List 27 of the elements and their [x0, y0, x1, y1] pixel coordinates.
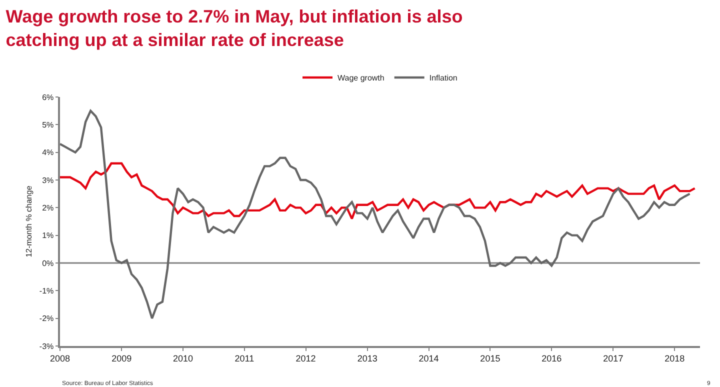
- y-tick-label: 3%: [42, 176, 54, 185]
- legend-label: Inflation: [429, 74, 458, 83]
- legend-label: Wage growth: [338, 74, 384, 83]
- y-tick-label: -2%: [39, 314, 54, 324]
- x-tick-label: 2014: [418, 354, 439, 364]
- line-series: [60, 110, 691, 320]
- x-tick-label: 2017: [603, 354, 624, 364]
- x-tick-label: 2015: [480, 354, 500, 364]
- y-tick-label: 2%: [42, 203, 54, 212]
- x-tick-label: 2018: [664, 354, 685, 364]
- x-tick-label: 2008: [50, 354, 70, 364]
- y-tick-label: 0%: [42, 258, 54, 268]
- y-tick-label: 1%: [42, 231, 54, 240]
- x-tick-label: 2011: [234, 354, 254, 364]
- line-series: [60, 162, 696, 220]
- y-tick-label: 5%: [42, 120, 54, 130]
- y-tick-label: 4%: [42, 148, 54, 158]
- chart-title: Wage growth rose to 2.7% in May, but inflation is also catching up at a similar rate of increase: [6, 6, 463, 50]
- x-tick-label: 2013: [357, 354, 378, 364]
- x-tick-label: 2009: [112, 354, 132, 364]
- y-tick-label: -3%: [39, 342, 54, 351]
- x-tick-label: 2012: [296, 354, 316, 364]
- y-tick-label: 6%: [42, 92, 54, 102]
- x-tick-label: 2010: [172, 354, 194, 364]
- y-tick-label: -1%: [39, 286, 54, 296]
- y-axis-title: 12-month % change: [24, 185, 34, 258]
- x-tick-label: 2016: [542, 354, 562, 364]
